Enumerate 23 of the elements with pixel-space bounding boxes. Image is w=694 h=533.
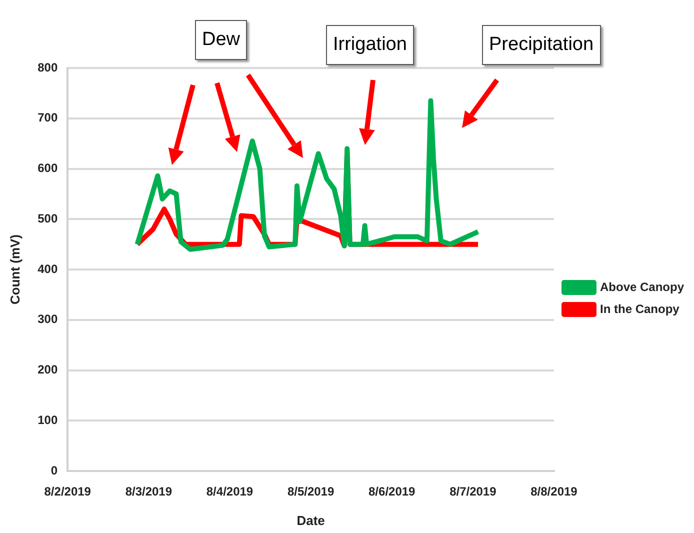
y-tick-label: 700 [38,110,58,125]
text: Precipitation [482,25,601,65]
y-tick-label: 800 [38,60,58,74]
x-tick-label: 8/4/2019 [206,484,254,499]
x-tick-label: 8/6/2019 [368,484,416,499]
y-tick-label: 200 [38,362,58,377]
x-tick-label: 8/3/2019 [125,484,172,499]
y-tick-label: 400 [38,262,58,276]
text: Dew [195,20,248,60]
y-tick-label: 600 [38,161,58,176]
y-axis-title: Count (mV) [7,234,22,305]
x-tick-label: 8/8/2019 [530,484,578,499]
legend-label: In the Canopy [600,302,680,316]
legend-label: Above Canopy [600,280,684,294]
x-tick-label: 8/2/2019 [44,484,92,499]
text: Irrigation [326,25,414,65]
x-tick-label: 8/7/2019 [450,484,497,499]
y-tick-label: 500 [38,211,58,226]
x-tick-label: 8/5/2019 [287,484,334,499]
x-axis-title: Date [296,512,325,528]
y-tick-label: 300 [38,312,58,326]
y-tick-label: 0 [50,463,58,478]
y-tick-label: 100 [38,412,58,427]
